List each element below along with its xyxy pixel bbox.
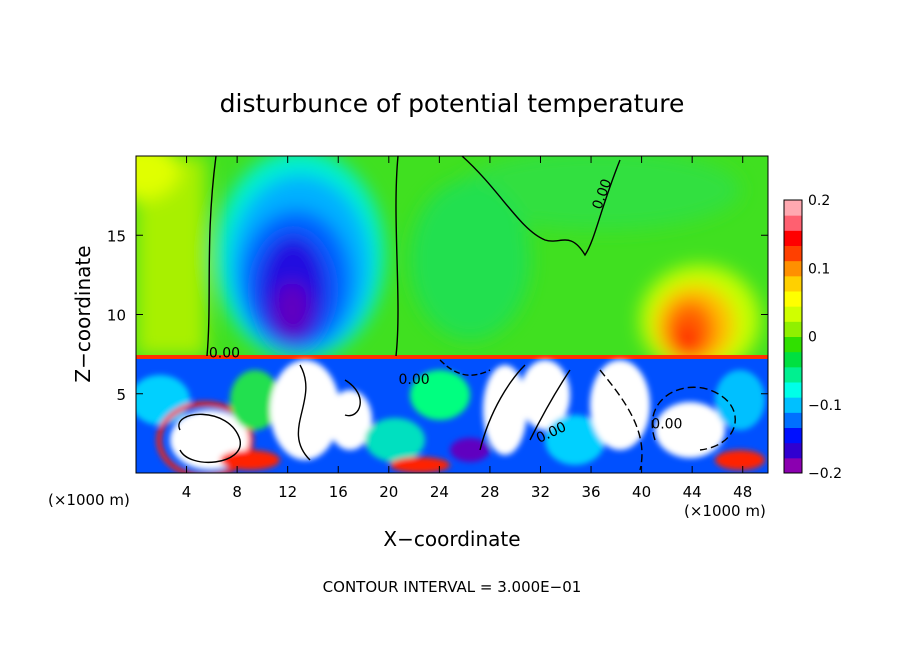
- colorbar-segment: [784, 291, 802, 307]
- colorbar-frame: [783, 199, 803, 474]
- x-axis-label: X−coordinate: [383, 527, 520, 551]
- colorbar-tick-label: 0: [808, 330, 817, 346]
- contour-label: 0.00: [209, 345, 240, 361]
- z-unit-label: (×1000 m): [684, 502, 766, 520]
- y-axis-ticks: 5 10 15: [107, 227, 768, 404]
- lower-layer-field: [136, 359, 768, 473]
- colorbar-ticks: 0.2 0.1 0 −0.1 −0.2: [808, 193, 842, 482]
- colorbar-segment: [784, 215, 802, 231]
- x-tick-label: 36: [581, 483, 600, 501]
- colorbar-tick-label: −0.2: [808, 466, 842, 482]
- colorbar-tick-label: 0.2: [808, 193, 830, 209]
- colorbar-segment: [784, 442, 802, 459]
- upper-layer-field: [136, 156, 760, 375]
- colorbar-segment: [784, 351, 802, 368]
- colorbar-segment: [784, 230, 802, 246]
- colorbar-tick-label: 0.1: [808, 261, 830, 277]
- y-tick-label: 5: [116, 386, 126, 404]
- x-tick-label: 28: [480, 483, 499, 501]
- colorbar-segment: [784, 427, 802, 444]
- colorbar-segment: [784, 412, 802, 428]
- x-tick-label: 16: [329, 483, 348, 501]
- x-tick-label: 20: [379, 483, 398, 501]
- colorbar-segment: [784, 336, 802, 353]
- x-axis-ticks: 4 8 12 16 20 24 28 32 36 40 44 48: [182, 156, 752, 501]
- colorbar-segment: [784, 260, 802, 277]
- x-tick-label: 44: [683, 483, 702, 501]
- x-tick-label: 32: [531, 483, 550, 501]
- x-tick-label: 24: [430, 483, 449, 501]
- colorbar-segment: [784, 397, 802, 413]
- x-tick-label: 4: [182, 483, 192, 501]
- contour-interval-footer: CONTOUR INTERVAL = 3.000E−01: [323, 578, 582, 596]
- colorbar-segment: [784, 321, 802, 337]
- y-tick-label: 15: [107, 227, 126, 245]
- plot-area: [136, 156, 768, 473]
- chart-title: disturbunce of potential temperature: [220, 89, 685, 118]
- contour-lines: [178, 156, 736, 471]
- colorbar-tick-label: −0.1: [808, 398, 842, 414]
- y-axis-label: Z−coordinate: [71, 245, 95, 382]
- x-tick-label: 48: [733, 483, 752, 501]
- contour-label: 0.00: [398, 372, 429, 388]
- y-tick-label: 10: [107, 307, 126, 325]
- colorbar-segment: [784, 382, 802, 398]
- colorbar-segment: [784, 245, 802, 262]
- colorbar-segment: [784, 457, 802, 474]
- x-tick-label: 12: [278, 483, 297, 501]
- x-tick-label: 8: [232, 483, 242, 501]
- interface-band: [136, 355, 768, 359]
- contour-label: 0.00: [651, 417, 682, 433]
- colorbar: [783, 199, 803, 474]
- x-tick-label: 40: [632, 483, 651, 501]
- colorbar-segment: [784, 366, 802, 383]
- x-unit-label: (×1000 m): [48, 491, 130, 509]
- colorbar-segment: [784, 200, 802, 216]
- colorbar-segment: [784, 306, 802, 322]
- colorbar-segment: [784, 275, 802, 292]
